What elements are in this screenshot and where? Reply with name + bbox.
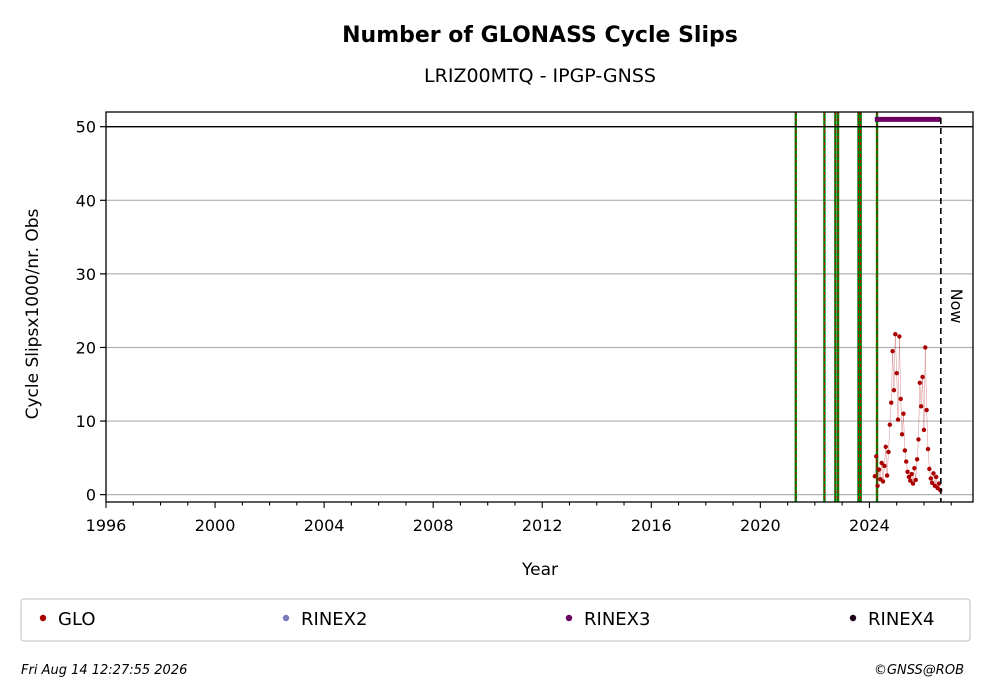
x-tick-label: 2008	[413, 516, 454, 535]
data-point-glo	[887, 422, 893, 427]
data-point-glo	[901, 411, 906, 416]
data-point-glo	[914, 457, 920, 462]
data-point-glo	[912, 465, 917, 471]
data-point-glo	[874, 454, 879, 459]
event-lines	[794, 112, 879, 502]
legend-label-rinex2: RINEX2	[301, 609, 367, 630]
data-point-glo	[876, 467, 882, 472]
data-point-glo	[893, 332, 898, 337]
data-point-glo	[920, 374, 925, 380]
data-point-glo	[916, 437, 921, 442]
data-point-glo	[882, 463, 887, 469]
data-point-glo	[875, 483, 880, 489]
data-point-glo	[936, 481, 942, 486]
data-point-glo	[886, 449, 891, 455]
legend-marker-rinex4	[849, 614, 857, 622]
chart-subtitle: LRIZ00MTQ - IPGP-GNSS	[424, 65, 656, 87]
data-point-glo	[913, 477, 918, 483]
data-point-glo	[924, 407, 929, 413]
x-tick-label: 2012	[522, 516, 563, 535]
now-label: Now	[947, 289, 966, 324]
data-point-glo	[929, 480, 935, 486]
legend: GLO RINEX2 RINEX3 RINEX4	[39, 609, 934, 630]
x-tick-label: 1996	[86, 516, 127, 535]
data-point-glo	[895, 417, 901, 422]
y-axis-ticks: 0 10 20 30 40 50	[76, 118, 106, 505]
grid-layer	[106, 126, 973, 496]
data-point-glo	[879, 460, 884, 466]
x-tick-label: 2016	[631, 516, 672, 535]
data-point-glo	[906, 474, 912, 480]
data-points	[872, 332, 943, 493]
plot-frame	[105, 111, 974, 503]
legend-box	[20, 598, 971, 642]
legend-label-glo: GLO	[58, 609, 96, 630]
y-tick-label: 20	[76, 338, 96, 357]
data-point-glo	[931, 471, 936, 476]
legend-marker-glo	[39, 614, 47, 622]
data-point-glo	[902, 448, 908, 453]
data-point-glo	[927, 466, 932, 472]
legend-label-rinex3: RINEX3	[584, 609, 650, 630]
data-point-glo	[917, 380, 923, 385]
x-tick-label: 2020	[740, 516, 781, 535]
legend-marker-rinex3	[565, 614, 573, 622]
data-point-glo	[891, 387, 897, 393]
footer-credit: ©GNSS@ROB	[874, 663, 964, 678]
data-point-glo	[880, 479, 886, 484]
y-tick-label: 40	[76, 191, 96, 210]
x-tick-label: 2004	[304, 516, 345, 535]
data-point-glo	[918, 404, 924, 409]
data-point-glo	[910, 481, 916, 486]
data-point-glo	[883, 444, 888, 450]
data-point-glo	[898, 396, 903, 402]
y-axis-label: Cycle Slipsx1000/nr. Obs	[23, 208, 43, 419]
data-point-glo	[884, 473, 890, 478]
data-point-glo	[921, 427, 927, 433]
data-point-glo	[889, 400, 894, 405]
data-point-glo	[894, 371, 899, 376]
x-axis-ticks: 1996 2000 2004 2008 2012 2016 2020 2024	[86, 502, 952, 535]
legend-label-rinex4: RINEX4	[868, 609, 934, 630]
y-tick-label: 50	[76, 118, 96, 137]
x-tick-label: 2024	[849, 516, 890, 535]
data-point-glo	[908, 478, 913, 483]
data-point-glo	[897, 334, 902, 339]
y-tick-label: 30	[76, 265, 96, 284]
data-point-glo	[890, 348, 895, 354]
y-tick-label: 0	[86, 486, 96, 505]
y-tick-label: 10	[76, 412, 96, 431]
data-point-glo	[933, 474, 939, 480]
data-point-glo	[928, 476, 933, 481]
now-marker-layer: Now	[940, 118, 966, 502]
data-point-glo	[899, 432, 905, 437]
data-point-glo	[904, 459, 909, 464]
data-point-glo	[905, 469, 910, 475]
data-point-glo	[872, 474, 878, 479]
x-axis-label: Year	[521, 560, 558, 580]
data-point-glo	[925, 446, 931, 452]
legend-marker-rinex2	[282, 614, 290, 622]
x-tick-label: 2000	[195, 516, 236, 535]
footer-timestamp: Fri Aug 14 12:27:55 2026	[21, 663, 187, 678]
chart-title: Number of GLONASS Cycle Slips	[342, 23, 738, 48]
data-point-glo	[923, 345, 928, 350]
data-point-glo	[909, 471, 914, 477]
